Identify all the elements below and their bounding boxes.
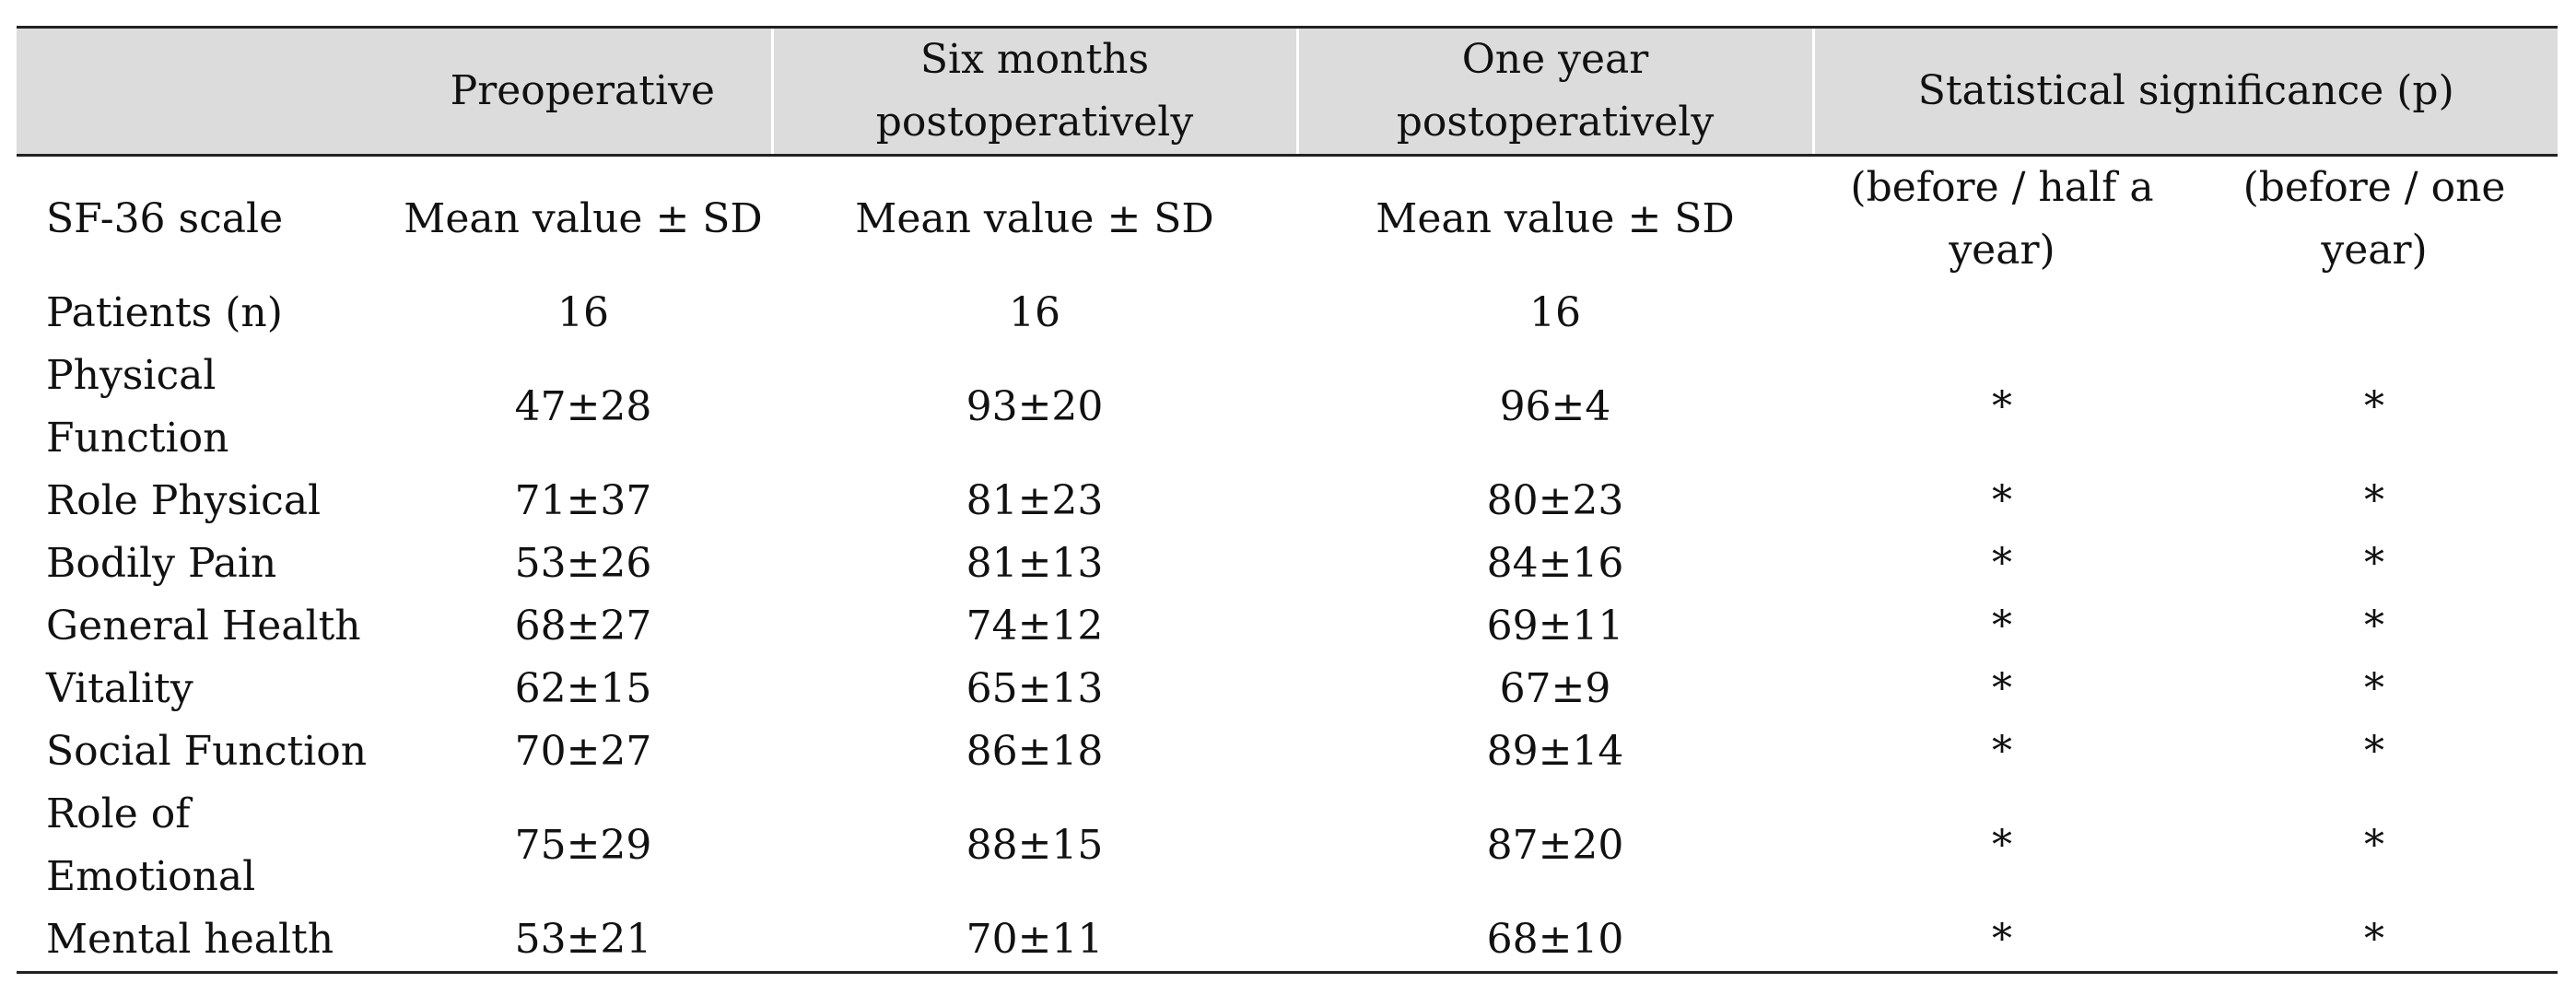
subheader-six: Mean value ± SD — [855, 195, 1214, 242]
table-row: Mental health 53±21 70±11 68±10 * * — [17, 908, 2558, 974]
table-row: Vitality 62±15 65±13 67±9 * * — [17, 658, 2558, 720]
cell-six: 81±13 — [966, 540, 1104, 587]
subheader-year: Mean value ± SD — [1376, 195, 1735, 242]
cell-sig-half: * — [1992, 728, 2012, 775]
row-label: General Health — [46, 603, 361, 650]
row-label: Role Physical — [46, 477, 322, 524]
table-row: Social Function 70±27 86±18 89±14 * * — [17, 720, 2558, 783]
table-row: Physical Function 47±28 93±20 96±4 * * — [17, 345, 2558, 470]
table-row: Role of Emotional 75±29 88±15 87±20 * * — [17, 783, 2558, 908]
sf36-table-container: Preoperative Six months postoperatively … — [17, 26, 2558, 974]
header-one-year: One year postoperatively — [1295, 26, 1813, 157]
table-header-row: Preoperative Six months postoperatively … — [17, 26, 2558, 157]
cell-sig-half: * — [1992, 477, 2012, 524]
cell-sig-one: * — [2191, 908, 2558, 974]
cell-six: 65±13 — [966, 665, 1104, 712]
cell-year: 96±4 — [1499, 383, 1611, 430]
cell-sig-one: * — [2364, 665, 2384, 712]
cell-year: 84±16 — [1486, 540, 1624, 587]
patients-six: 16 — [1009, 289, 1060, 336]
cell-sig-one: * — [2364, 477, 2384, 524]
cell-pre: 47±28 — [514, 383, 652, 430]
cell-year: 89±14 — [1486, 728, 1624, 775]
cell-pre: 71±37 — [514, 477, 652, 524]
header-preoperative: Preoperative — [394, 26, 772, 157]
row-label: Social Function — [46, 728, 368, 775]
cell-sig-one: * — [2364, 822, 2384, 869]
cell-sig-one: * — [2364, 540, 2384, 587]
cell-six: 88±15 — [966, 822, 1104, 869]
cell-six: 70±11 — [772, 908, 1297, 974]
cell-sig-one: * — [2364, 603, 2384, 650]
patients-row: Patients (n) 16 16 16 — [17, 282, 2558, 345]
patients-pre: 16 — [557, 289, 609, 336]
row-label: Mental health — [17, 908, 394, 974]
cell-pre: 75±29 — [514, 822, 652, 869]
cell-pre: 53±21 — [394, 908, 772, 974]
cell-sig-half: * — [1813, 908, 2191, 974]
cell-sig-half: * — [1992, 383, 2012, 430]
cell-sig-one: * — [2364, 383, 2384, 430]
cell-sig-one: * — [2364, 728, 2384, 775]
table-row: Bodily Pain 53±26 81±13 84±16 * * — [17, 533, 2558, 595]
cell-sig-half: * — [1992, 665, 2012, 712]
row-label: Role of Emotional — [46, 790, 256, 900]
row-label: Bodily Pain — [46, 540, 277, 587]
cell-six: 81±23 — [966, 477, 1104, 524]
subheader-sig-half: (before / half a year) — [1850, 164, 2154, 274]
row-label: Vitality — [46, 665, 193, 712]
sf36-results-table: Preoperative Six months postoperatively … — [17, 26, 2558, 974]
cell-pre: 70±27 — [514, 728, 652, 775]
cell-six: 93±20 — [966, 383, 1104, 430]
cell-year: 80±23 — [1486, 477, 1624, 524]
patients-sig-half — [1813, 282, 2191, 345]
subheader-row: SF-36 scale Mean value ± SD Mean value ±… — [17, 156, 2558, 283]
header-blank — [17, 26, 394, 157]
cell-pre: 53±26 — [514, 540, 652, 587]
subheader-pre: Mean value ± SD — [404, 195, 763, 242]
cell-year: 87±20 — [1486, 822, 1624, 869]
cell-sig-half: * — [1992, 603, 2012, 650]
cell-year: 69±11 — [1486, 603, 1624, 650]
header-statistical-significance: Statistical significance (p) — [1811, 26, 2558, 157]
cell-year: 67±9 — [1499, 665, 1611, 712]
subheader-sig-one: (before / one year) — [2242, 164, 2506, 274]
cell-sig-half: * — [1992, 822, 2012, 869]
table-row: Role Physical 71±37 81±23 80±23 * * — [17, 470, 2558, 533]
header-six-months: Six months postoperatively — [770, 26, 1297, 157]
cell-sig-half: * — [1992, 540, 2012, 587]
row-label: Physical Function — [46, 352, 229, 462]
table-row: General Health 68±27 74±12 69±11 * * — [17, 595, 2558, 658]
patients-sig-one — [2191, 282, 2558, 345]
cell-six: 86±18 — [966, 728, 1104, 775]
cell-pre: 68±27 — [514, 603, 652, 650]
patients-label: Patients (n) — [46, 289, 283, 336]
subheader-scale: SF-36 scale — [46, 195, 284, 242]
cell-year: 68±10 — [1297, 908, 1813, 974]
cell-six: 74±12 — [966, 603, 1104, 650]
cell-pre: 62±15 — [514, 665, 652, 712]
patients-year: 16 — [1529, 289, 1581, 336]
